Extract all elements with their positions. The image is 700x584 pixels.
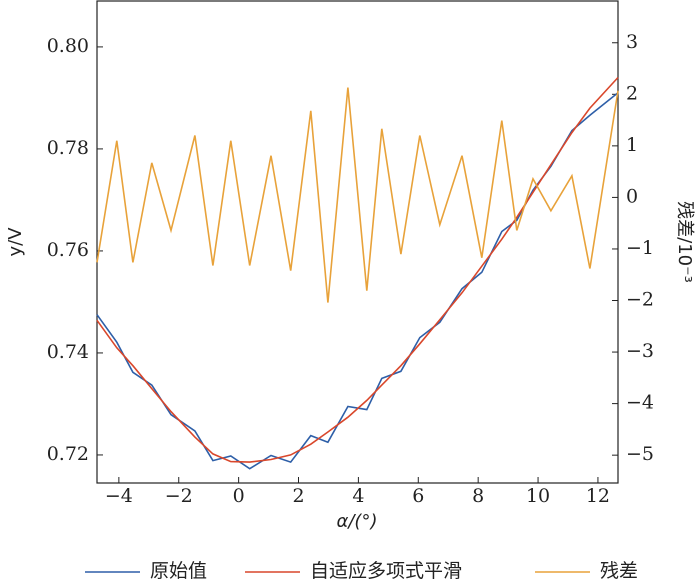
x-tick-label: 6 [412, 485, 424, 507]
series-line [96, 87, 619, 303]
y2-tick-label: 3 [626, 31, 638, 53]
x-tick-label: 12 [586, 485, 610, 507]
y-axis-label: y/V [5, 227, 26, 257]
y2-tick-label: 2 [626, 82, 638, 104]
x-tick-label: 2 [292, 485, 304, 507]
x-tick-label: 8 [472, 485, 484, 507]
y2-tick-label: −3 [626, 340, 654, 362]
series-line [96, 92, 619, 470]
legend-label: 自适应多项式平滑 [310, 560, 462, 582]
x-tick-label: −2 [165, 485, 193, 507]
y-tick-label: 0.76 [47, 239, 89, 261]
y-tick-label: 0.78 [47, 137, 89, 159]
x-tick-label: 4 [352, 485, 364, 507]
y-tick-label: 0.80 [47, 35, 89, 57]
plot-frame [96, 0, 619, 484]
x-tick-label: −4 [105, 485, 133, 507]
y-tick-label: 0.74 [47, 341, 89, 363]
series-line [96, 76, 619, 463]
y2-tick-label: −2 [626, 289, 654, 311]
legend-label: 残差 [600, 560, 638, 582]
y2-tick-label: −5 [626, 443, 654, 465]
y2-tick-label: −4 [626, 392, 654, 414]
legend-label: 原始值 [150, 560, 207, 582]
y-tick-label: 0.72 [47, 443, 89, 465]
y2-axis-label: 残差/10⁻³ [674, 201, 695, 283]
y2-tick-label: 0 [626, 185, 638, 207]
y2-tick-label: −1 [626, 237, 654, 259]
x-tick-label: 10 [526, 485, 550, 507]
y2-tick-label: 1 [626, 134, 638, 156]
x-tick-label: 0 [233, 485, 245, 507]
x-axis-label: α/(°) [337, 511, 378, 532]
